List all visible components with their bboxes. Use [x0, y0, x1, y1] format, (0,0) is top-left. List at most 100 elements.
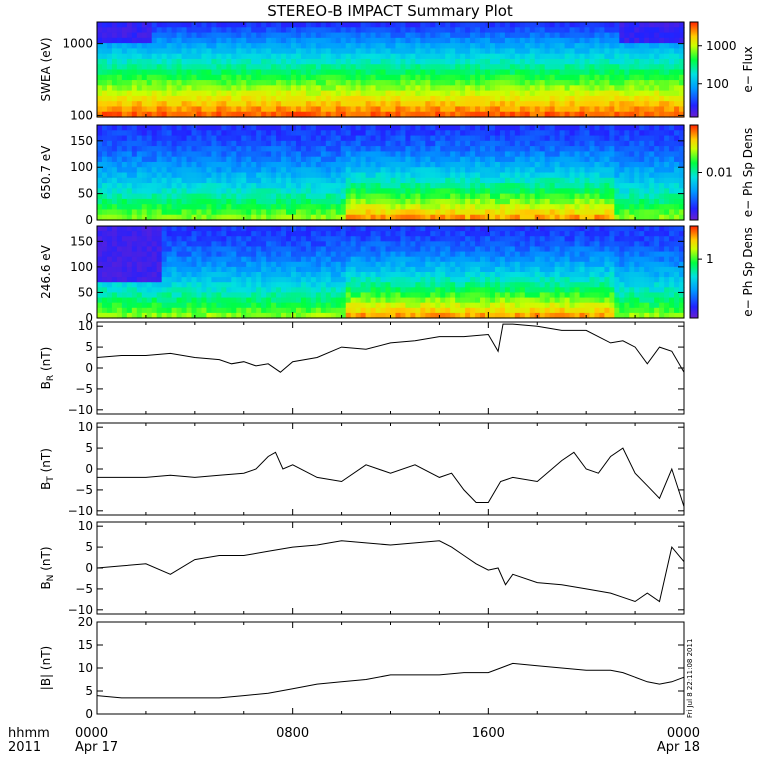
heatmap-cell [216, 32, 222, 39]
heatmap-cell [534, 151, 541, 158]
heatmap-cell [111, 231, 118, 237]
heatmap-cell [494, 183, 501, 189]
heatmap-cell [370, 198, 377, 205]
heatmap-cell [181, 74, 188, 81]
heatmap-cell [276, 130, 282, 137]
heatmap-cell [594, 156, 601, 163]
heatmap-cell [256, 209, 262, 216]
heatmap-cell [141, 246, 148, 253]
heatmap-cell [300, 146, 307, 152]
heatmap-cell [430, 156, 436, 163]
heatmap-cell [191, 111, 198, 118]
heatmap-cell [350, 80, 357, 86]
heatmap-cell [161, 282, 168, 288]
heatmap-cell [261, 111, 267, 118]
heatmap-cell [559, 177, 566, 184]
heatmap-cell [246, 85, 252, 92]
heatmap-cell [559, 156, 566, 163]
heatmap-cell [539, 130, 546, 137]
heatmap-cell [475, 204, 481, 211]
heatmap-cell [420, 53, 426, 60]
heatmap-cell [126, 53, 133, 60]
heatmap-cell [519, 209, 526, 216]
heatmap-cell [101, 156, 108, 163]
heatmap-cell [524, 130, 531, 137]
heatmap-cell [241, 277, 247, 283]
heatmap-cell [549, 74, 556, 81]
heatmap-cell [281, 74, 287, 81]
heatmap-cell [201, 53, 208, 60]
heatmap-cell [216, 69, 222, 76]
heatmap-cell [380, 135, 387, 142]
heatmap-cell [529, 161, 536, 168]
heatmap-cell [181, 307, 188, 314]
heatmap-cell [375, 69, 382, 76]
heatmap-cell [221, 27, 227, 34]
heatmap-cell [286, 256, 292, 263]
heatmap-cell [186, 287, 193, 294]
heatmap-cell [664, 74, 670, 81]
heatmap-cell [574, 193, 581, 200]
heatmap-cell [619, 111, 625, 118]
heatmap-cell [629, 151, 635, 158]
heatmap-cell [136, 297, 143, 304]
heatmap-cell [584, 69, 591, 76]
heatmap-cell [415, 130, 421, 137]
heatmap-cell [97, 161, 103, 168]
heatmap-cell [594, 27, 601, 34]
heatmap-cell [261, 214, 267, 221]
heatmap-cell [679, 177, 685, 184]
heatmap-cell [430, 85, 436, 92]
heatmap-cell [460, 204, 466, 211]
heatmap-cell [335, 64, 342, 71]
heatmap-cell [554, 167, 561, 174]
heatmap-cell [246, 156, 252, 163]
heatmap-cell [584, 95, 591, 102]
heatmap-cell [445, 27, 451, 34]
heatmap-cell [126, 193, 133, 200]
heatmap-cell [126, 64, 133, 71]
heatmap-cell [504, 193, 511, 200]
heatmap-cell [101, 43, 108, 49]
heatmap-cell [181, 282, 188, 288]
heatmap-cell [445, 130, 451, 137]
heatmap-cell [286, 266, 292, 273]
heatmap-cell [350, 106, 357, 113]
heatmap-cell [649, 188, 655, 195]
heatmap-cell [549, 167, 556, 174]
heatmap-cell [579, 214, 586, 221]
heatmap-cell [539, 140, 546, 147]
heatmap-cell [211, 297, 217, 304]
heatmap-cell [514, 161, 521, 168]
heatmap-cell [395, 106, 402, 113]
heatmap-cell [136, 101, 143, 108]
heatmap-cell [126, 27, 133, 34]
heatmap-cell [261, 209, 267, 216]
heatmap-cell [286, 135, 292, 142]
heatmap-cell [664, 58, 670, 65]
heatmap-cell [310, 130, 317, 137]
heatmap-cell [480, 183, 486, 189]
heatmap-cell [101, 85, 108, 92]
heatmap-cell [325, 111, 332, 118]
heatmap-cell [360, 43, 367, 49]
heatmap-cell [121, 58, 128, 65]
heatmap-cell [236, 261, 242, 268]
heatmap-cell [211, 193, 217, 200]
heatmap-cell [624, 53, 630, 60]
heatmap-cell [246, 130, 252, 137]
heatmap-cell [420, 188, 426, 195]
heatmap-cell [440, 146, 446, 152]
heatmap-cell [524, 183, 531, 189]
heatmap-cell [494, 135, 501, 142]
y-tick-label: 1000 [62, 37, 93, 51]
heatmap-cell [116, 256, 123, 263]
heatmap-cell [345, 74, 352, 81]
heatmap-cell [400, 193, 407, 200]
heatmap-cell [146, 287, 153, 294]
heatmap-cell [236, 241, 242, 248]
heatmap-cell [594, 58, 601, 65]
heatmap-cell [251, 183, 257, 189]
heatmap-cell [295, 85, 302, 92]
heatmap-cell [121, 241, 128, 248]
